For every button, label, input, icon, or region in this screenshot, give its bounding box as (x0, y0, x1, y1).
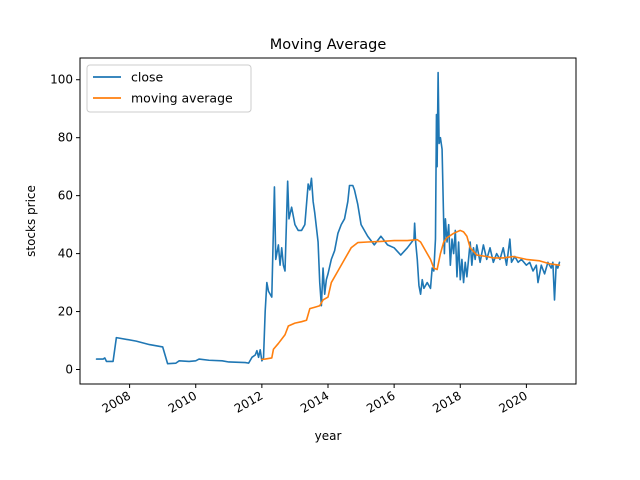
legend-label-close: close (131, 70, 164, 85)
y-tick-label: 20 (58, 305, 73, 319)
legend: close moving average (86, 64, 252, 113)
legend-box (86, 64, 252, 113)
y-axis-label: stocks price (24, 185, 38, 257)
y-axis: 0 20 40 60 80 100 (50, 73, 80, 377)
y-tick-label: 0 (65, 363, 73, 377)
y-tick-label: 100 (50, 73, 73, 87)
y-tick-label: 40 (58, 247, 73, 261)
y-tick-label: 80 (58, 131, 73, 145)
series-line-moving-average (261, 229, 561, 361)
x-axis-label: year (315, 429, 342, 443)
plot-area (95, 71, 561, 365)
legend-label-moving-average: moving average (131, 91, 233, 106)
y-tick-label: 60 (58, 189, 73, 203)
chart-title: Moving Average (270, 37, 387, 53)
series-line-close (95, 71, 561, 365)
